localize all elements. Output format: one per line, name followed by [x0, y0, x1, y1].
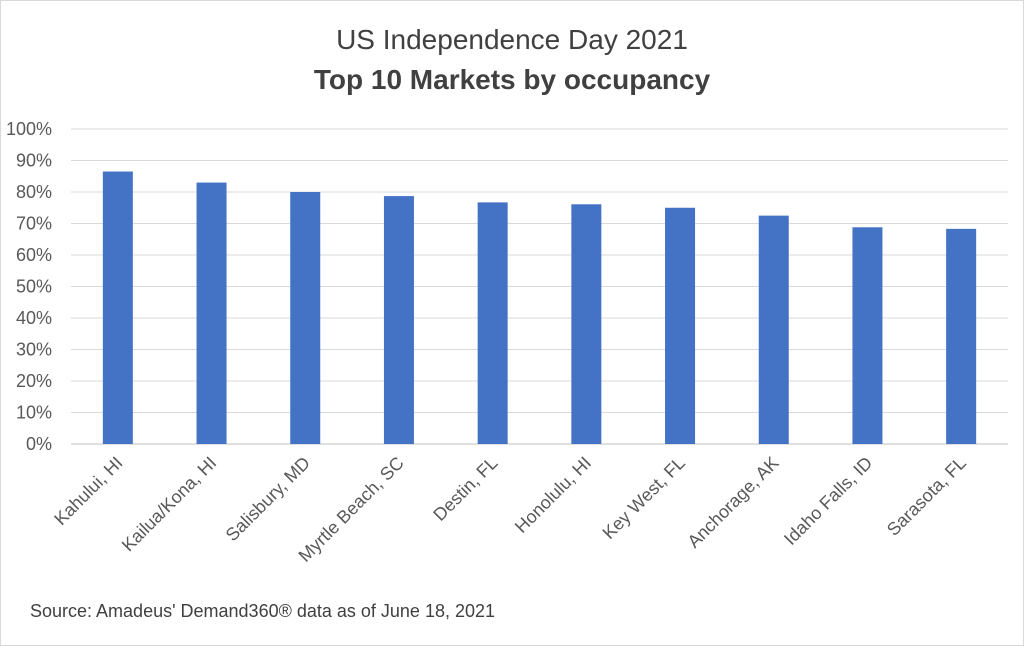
bar: [758, 215, 789, 444]
source-note: Source: Amadeus' Demand360® data as of J…: [30, 601, 496, 621]
bar: [946, 228, 977, 444]
y-tick-label: 100%: [6, 119, 52, 139]
bar: [290, 192, 321, 444]
x-tick-label: Honolulu, HI: [511, 453, 595, 537]
y-tick-label: 20%: [16, 371, 52, 391]
x-tick-label: Idaho Falls, ID: [780, 453, 876, 549]
bar: [852, 227, 883, 444]
y-tick-label: 30%: [16, 340, 52, 360]
bar: [477, 202, 508, 444]
x-tick-label: Anchorage, AK: [684, 453, 783, 552]
x-tick-label: Myrtle Beach, SC: [295, 453, 408, 566]
x-tick-label: Kahului, HI: [50, 453, 126, 529]
bar: [102, 171, 133, 444]
x-tick-label: Destin, FL: [429, 453, 501, 525]
bar: [665, 207, 696, 444]
chart-subtitle: Top 10 Markets by occupancy: [313, 64, 711, 95]
y-tick-label: 50%: [16, 277, 52, 297]
x-tick-label: Key West, FL: [599, 453, 689, 543]
y-tick-label: 80%: [16, 182, 52, 202]
y-tick-label: 70%: [16, 214, 52, 234]
bar: [383, 196, 414, 444]
y-tick-label: 60%: [16, 245, 52, 265]
x-tick-label: Salisbury, MD: [222, 453, 314, 545]
y-tick-label: 90%: [16, 151, 52, 171]
y-tick-label: 40%: [16, 308, 52, 328]
y-tick-label: 0%: [26, 434, 52, 454]
chart-title: US Independence Day 2021: [336, 24, 688, 55]
y-tick-label: 10%: [16, 403, 52, 423]
bar: [196, 182, 227, 445]
bar: [571, 204, 602, 444]
x-tick-label: Kailua/Kona, HI: [118, 453, 221, 556]
x-tick-label: Sarasota, FL: [883, 453, 970, 540]
